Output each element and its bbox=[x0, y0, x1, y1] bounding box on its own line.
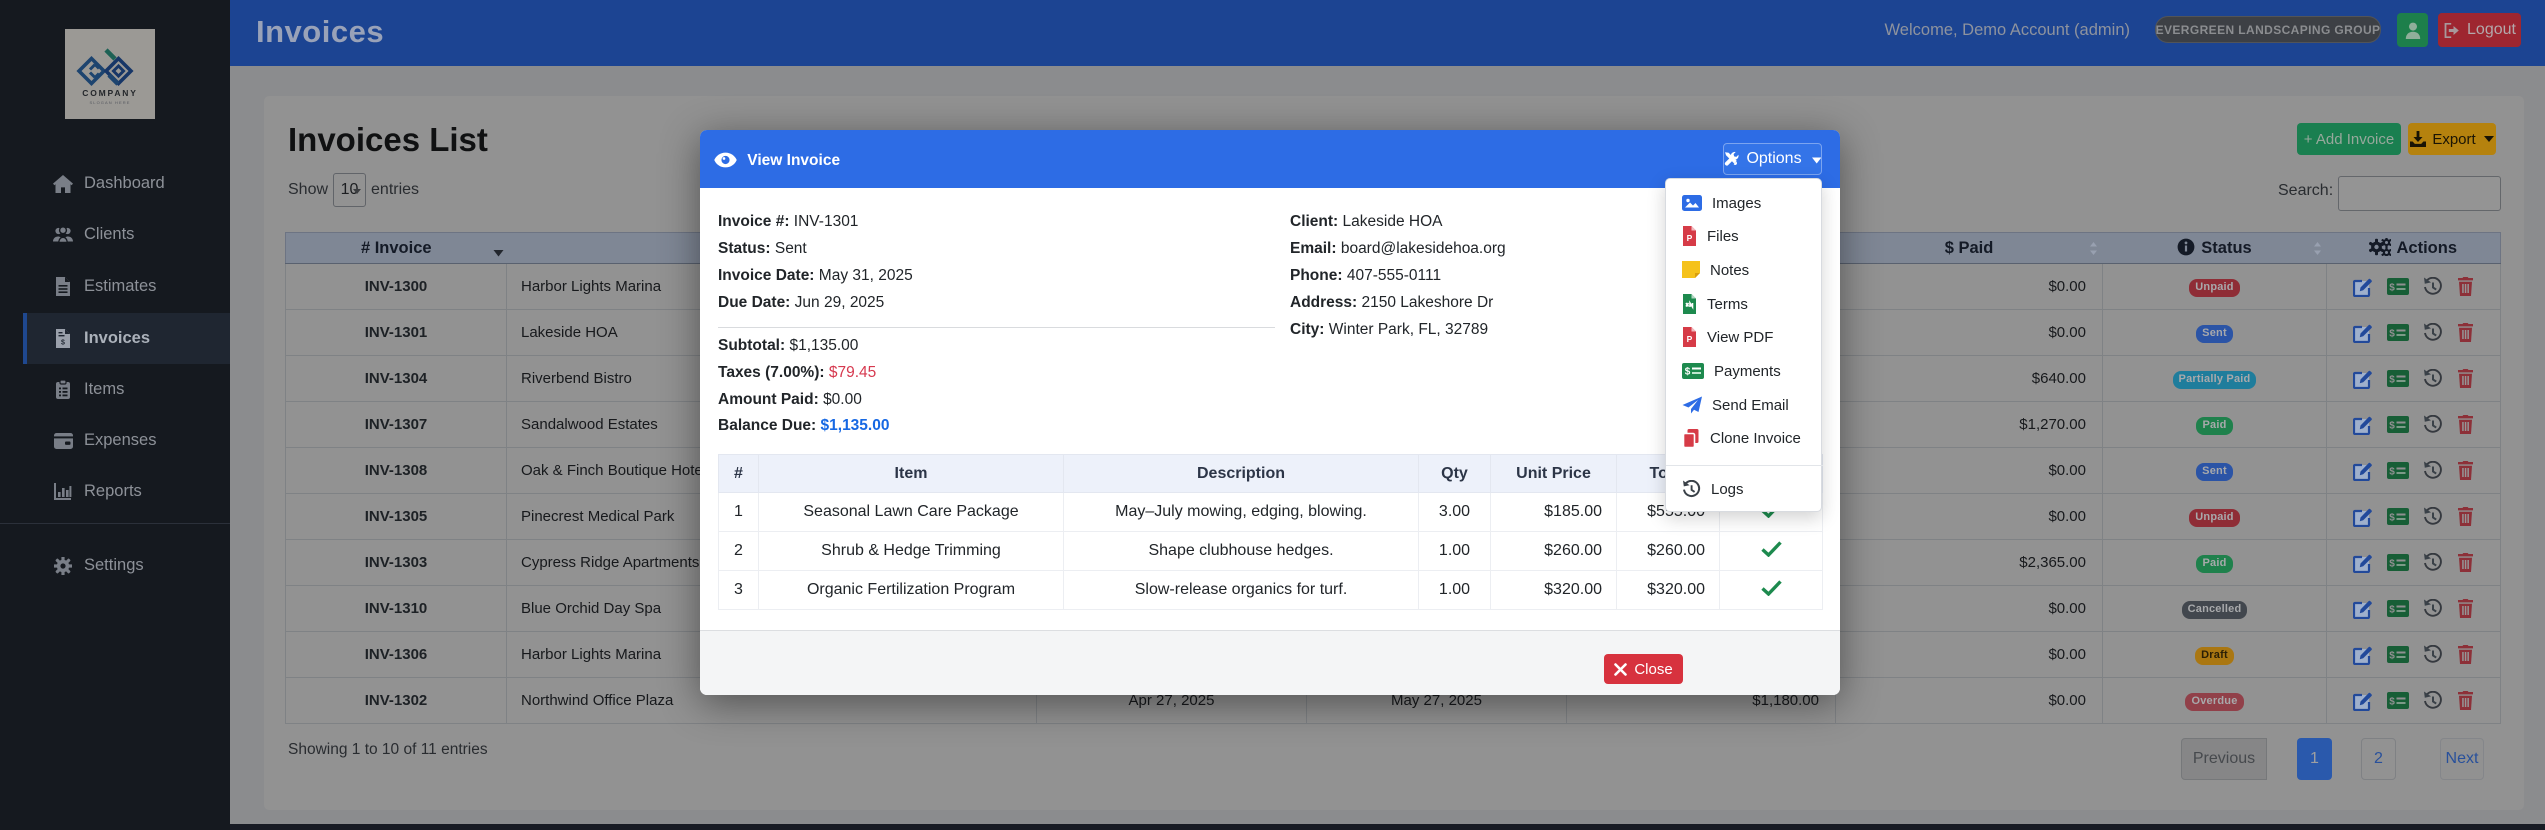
svg-text:SLOGAN HERE: SLOGAN HERE bbox=[90, 100, 131, 105]
svg-text:$: $ bbox=[2389, 605, 2395, 616]
svg-text:$: $ bbox=[2389, 559, 2395, 570]
svg-text:$: $ bbox=[61, 340, 65, 347]
svg-text:$: $ bbox=[2389, 697, 2395, 708]
svg-text:$: $ bbox=[1685, 367, 1691, 378]
svg-text:$: $ bbox=[2389, 421, 2395, 432]
svg-text:COMPANY: COMPANY bbox=[82, 88, 137, 98]
svg-text:$: $ bbox=[2389, 467, 2395, 478]
svg-text:$: $ bbox=[2389, 651, 2395, 662]
svg-text:$: $ bbox=[2389, 375, 2395, 386]
svg-text:P: P bbox=[1687, 334, 1693, 344]
svg-text:$: $ bbox=[2389, 329, 2395, 340]
svg-text:P: P bbox=[1687, 233, 1693, 243]
svg-text:$: $ bbox=[2389, 513, 2395, 524]
svg-text:$: $ bbox=[2389, 283, 2395, 294]
